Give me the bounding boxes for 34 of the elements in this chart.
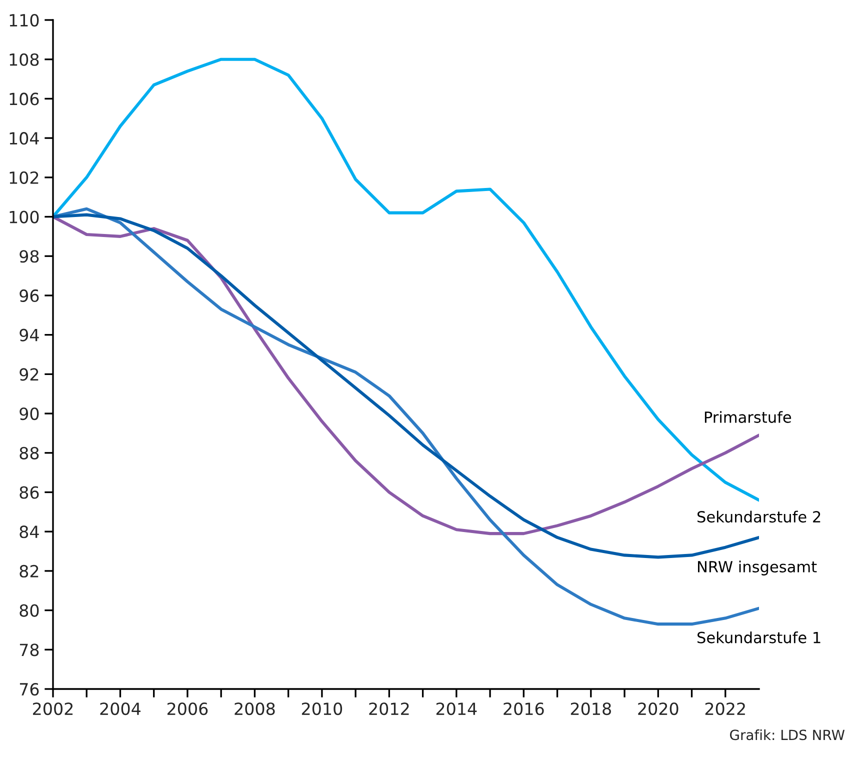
y-tick-label: 100 — [10, 210, 39, 224]
y-tick-label: 80 — [20, 604, 39, 617]
y-tick-label: 96 — [20, 289, 39, 302]
series-label: Sekundarstufe 1 — [698, 631, 820, 644]
series-label: NRW insgesamt — [698, 560, 817, 576]
x-tick-label: 2020 — [638, 702, 678, 716]
x-tick-label: 2016 — [504, 702, 544, 716]
y-tick-label: 86 — [20, 486, 39, 499]
x-tick-label: 2008 — [234, 702, 275, 716]
y-tick-label: 88 — [20, 446, 39, 460]
x-tick-label: 2014 — [436, 702, 477, 716]
y-tick-label: 92 — [20, 368, 38, 381]
y-tick-label: 98 — [20, 250, 39, 263]
y-tick-label: 106 — [10, 92, 39, 106]
x-tick-label: 2012 — [369, 702, 409, 716]
y-tick-label: 104 — [10, 132, 39, 145]
text: Grafik: LDS NRW — [730, 729, 845, 740]
y-tick-label: 94 — [20, 328, 39, 342]
y-tick-label: 108 — [10, 53, 39, 66]
x-tick-label: 2018 — [570, 702, 611, 716]
x-tick-label: 2002 — [33, 702, 73, 716]
y-tick-label: 84 — [20, 526, 39, 538]
x-tick-label: 2022 — [705, 702, 745, 716]
y-tick-label: 102 — [10, 171, 38, 184]
y-tick-label: 110 — [10, 14, 39, 27]
series-label: Primarstufe — [704, 411, 792, 423]
x-tick-label: 2010 — [302, 702, 342, 716]
y-tick-label: 78 — [20, 644, 39, 656]
x-tick-label: 2004 — [100, 702, 141, 716]
x-tick-label: 2006 — [167, 702, 208, 716]
y-tick-label: 76 — [20, 682, 39, 696]
y-tick-label: 90 — [20, 407, 39, 420]
series-label: Sekundarstufe 2 — [698, 510, 820, 523]
y-tick-label: 82 — [20, 564, 38, 578]
